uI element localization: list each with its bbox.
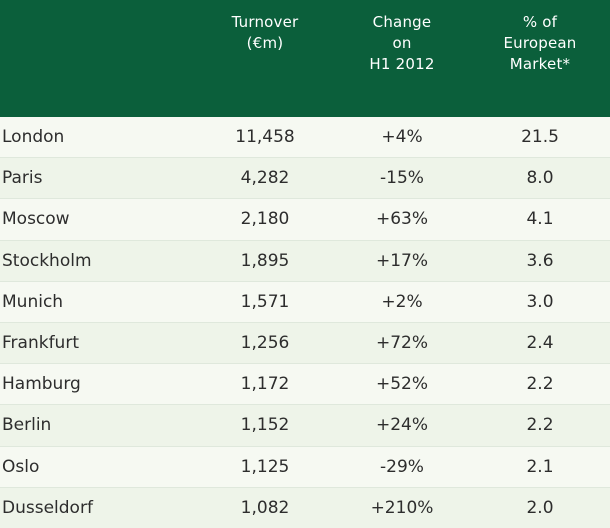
table-row: Dusseldorf 1,082 +210% 2.0: [0, 487, 610, 528]
turnover-cell: 1,256: [240, 332, 290, 353]
city-cell: Stockholm: [2, 250, 92, 271]
table-row: Paris 4,282 -15% 8.0: [0, 158, 610, 200]
table-body: London 11,458 +4% 21.5 Paris 4,282 -15% …: [0, 117, 610, 528]
turnover-cell: 1,571: [240, 291, 290, 312]
turnover-cell: 2,180: [240, 209, 290, 230]
market-share-cell: 8.0: [526, 168, 554, 189]
change-cell: -15%: [380, 168, 424, 189]
turnover-cell: 1,152: [240, 415, 290, 436]
city-cell: Munich: [2, 291, 64, 312]
market-share-cell: 2.4: [526, 332, 554, 353]
market-share-cell: 2.2: [526, 415, 554, 436]
turnover-cell: 4,282: [240, 168, 290, 189]
table-row: Hamburg 1,172 +52% 2.2: [0, 364, 610, 406]
change-cell: +210%: [370, 497, 434, 518]
market-share-cell: 3.6: [526, 250, 554, 271]
market-share-cell: 4.1: [526, 209, 554, 230]
table-row: Oslo 1,125 -29% 2.1: [0, 446, 610, 488]
market-share-cell: 2.2: [526, 374, 554, 395]
city-cell: Oslo: [2, 456, 40, 477]
change-cell: +4%: [381, 127, 423, 147]
table-row: Moscow 2,180 +63% 4.1: [0, 199, 610, 241]
city-cell: Dusseldorf: [2, 497, 93, 518]
market-share-cell: 3.0: [526, 291, 554, 312]
change-cell: +52%: [375, 374, 429, 395]
header-market-share: % of European Market*: [503, 13, 577, 73]
turnover-cell: 1,125: [240, 456, 290, 477]
market-share-cell: 2.0: [526, 497, 554, 518]
market-share-cell: 21.5: [521, 127, 559, 147]
change-cell: +72%: [375, 332, 429, 353]
turnover-cell: 1,172: [240, 374, 290, 395]
table-header: Turnover (€m) Change on H1 2012 % of Eur…: [0, 0, 610, 117]
change-cell: +2%: [381, 291, 423, 312]
table-row: Stockholm 1,895 +17% 3.6: [0, 240, 610, 282]
city-cell: Frankfurt: [2, 332, 79, 353]
city-cell: London: [2, 127, 65, 147]
table-row: Munich 1,571 +2% 3.0: [0, 281, 610, 323]
turnover-cell: 1,082: [240, 497, 290, 518]
change-cell: +17%: [375, 250, 429, 271]
table-row: Berlin 1,152 +24% 2.2: [0, 405, 610, 447]
city-cell: Moscow: [2, 209, 70, 230]
market-share-cell: 2.1: [526, 456, 554, 477]
city-cell: Berlin: [2, 415, 52, 436]
change-cell: -29%: [380, 456, 424, 477]
header-change: Change on H1 2012: [369, 13, 435, 73]
header-turnover: Turnover (€m): [231, 13, 299, 52]
turnover-cell: 1,895: [240, 250, 290, 271]
table-row: Frankfurt 1,256 +72% 2.4: [0, 322, 610, 365]
change-cell: +24%: [375, 415, 429, 436]
table-row: London 11,458 +4% 21.5: [0, 117, 610, 159]
turnover-cell: 11,458: [235, 127, 295, 147]
city-cell: Hamburg: [2, 374, 81, 395]
city-cell: Paris: [2, 168, 43, 189]
change-cell: +63%: [375, 209, 429, 230]
